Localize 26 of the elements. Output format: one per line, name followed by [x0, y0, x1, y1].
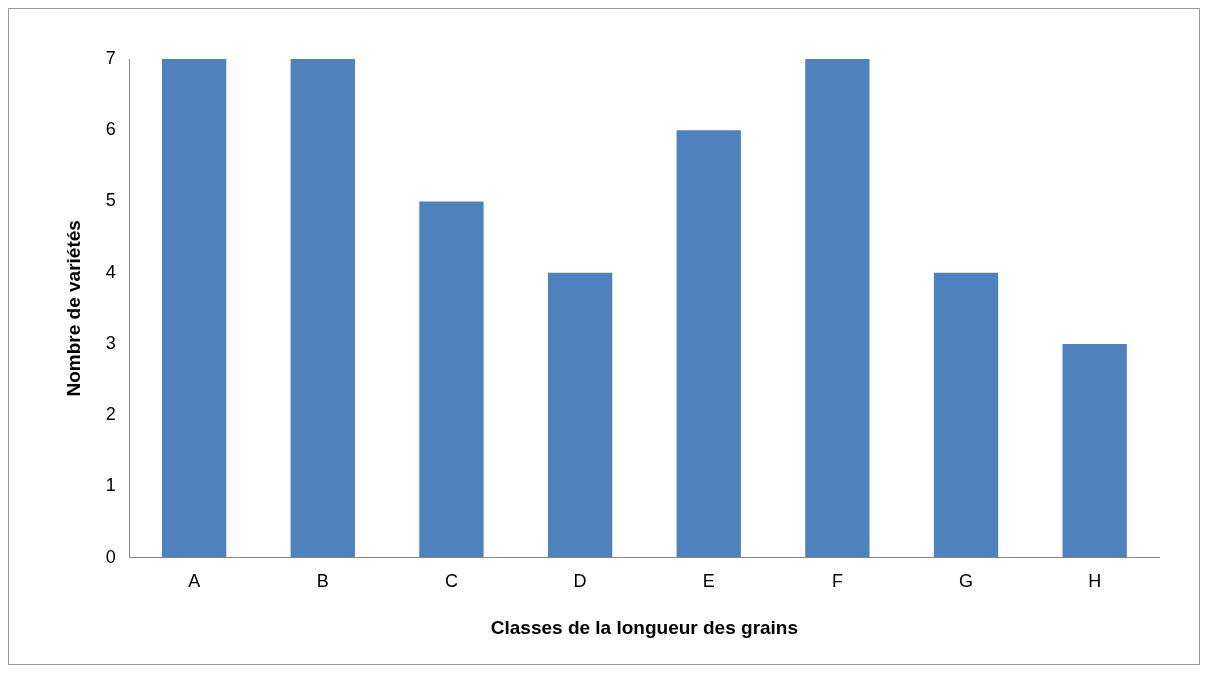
bar [161, 59, 227, 558]
x-tick-label: A [188, 571, 201, 592]
y-tick-label: 1 [105, 475, 116, 496]
y-tick-label: 3 [105, 332, 116, 353]
y-tick-label: 4 [105, 261, 116, 282]
y-tick-label: 2 [105, 404, 116, 425]
bar [676, 130, 741, 558]
y-tick-label: 5 [105, 190, 116, 211]
bar [805, 59, 870, 558]
bar [547, 272, 613, 558]
x-tick-label: H [1088, 571, 1102, 592]
x-tick-label: E [702, 571, 715, 592]
y-tick-label: 0 [105, 546, 116, 567]
x-tick-label: D [573, 571, 587, 592]
bar [1062, 343, 1127, 558]
y-tick-label: 7 [105, 47, 116, 68]
x-tick-label: B [316, 571, 329, 592]
x-tick-label: F [831, 571, 843, 592]
bar [290, 59, 355, 558]
y-axis-title: Nombre de variétés [62, 220, 84, 397]
x-tick-label: G [959, 571, 974, 592]
x-axis-title: Classes de la longueur des grains [490, 616, 799, 638]
bar [933, 272, 999, 558]
x-tick-label: C [444, 571, 458, 592]
bar [419, 201, 484, 558]
y-tick-label: 6 [105, 119, 116, 140]
